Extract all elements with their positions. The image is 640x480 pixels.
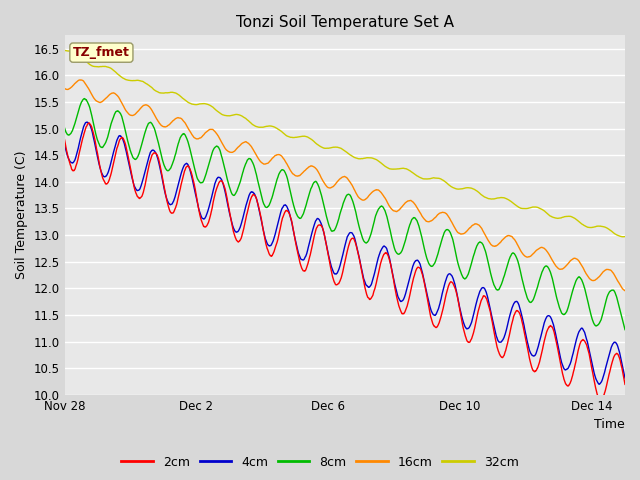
4cm <box>605 351 613 357</box>
8cm <box>605 290 613 296</box>
2cm <box>621 382 629 387</box>
Y-axis label: Soil Temperature (C): Soil Temperature (C) <box>15 151 28 279</box>
Line: 4cm: 4cm <box>65 122 625 384</box>
8cm <box>90 121 97 127</box>
4cm <box>333 270 341 276</box>
16cm <box>502 234 510 240</box>
4cm <box>83 119 91 125</box>
Line: 8cm: 8cm <box>65 98 625 330</box>
16cm <box>605 267 613 273</box>
Legend: 2cm, 4cm, 8cm, 16cm, 32cm: 2cm, 4cm, 8cm, 16cm, 32cm <box>116 451 524 474</box>
Title: Tonzi Soil Temperature Set A: Tonzi Soil Temperature Set A <box>236 15 454 30</box>
32cm <box>333 144 341 150</box>
4cm <box>621 375 629 381</box>
32cm <box>605 226 612 232</box>
2cm <box>333 282 341 288</box>
32cm <box>605 227 612 232</box>
16cm <box>61 85 68 91</box>
Line: 32cm: 32cm <box>65 50 625 237</box>
32cm <box>502 195 509 201</box>
2cm <box>90 131 97 136</box>
4cm <box>90 134 97 140</box>
X-axis label: Time: Time <box>595 419 625 432</box>
8cm <box>333 220 341 226</box>
16cm <box>76 77 84 83</box>
32cm <box>61 48 68 53</box>
4cm <box>605 352 613 358</box>
16cm <box>621 288 629 294</box>
4cm <box>502 328 510 334</box>
8cm <box>81 96 88 101</box>
2cm <box>319 225 326 231</box>
2cm <box>61 137 68 143</box>
32cm <box>619 234 627 240</box>
2cm <box>605 371 613 376</box>
Text: TZ_fmet: TZ_fmet <box>73 46 130 59</box>
Line: 2cm: 2cm <box>65 123 625 400</box>
4cm <box>319 225 326 230</box>
8cm <box>319 197 326 203</box>
2cm <box>502 346 510 352</box>
4cm <box>595 382 603 387</box>
8cm <box>605 290 612 296</box>
Line: 16cm: 16cm <box>65 80 625 291</box>
8cm <box>502 267 510 273</box>
16cm <box>319 177 326 183</box>
8cm <box>61 125 68 131</box>
2cm <box>596 397 604 403</box>
32cm <box>90 63 97 69</box>
16cm <box>605 267 612 273</box>
8cm <box>621 327 629 333</box>
16cm <box>90 95 97 100</box>
32cm <box>621 234 629 240</box>
2cm <box>85 120 93 126</box>
32cm <box>318 144 326 150</box>
4cm <box>61 141 68 147</box>
16cm <box>333 179 341 185</box>
2cm <box>605 372 613 377</box>
